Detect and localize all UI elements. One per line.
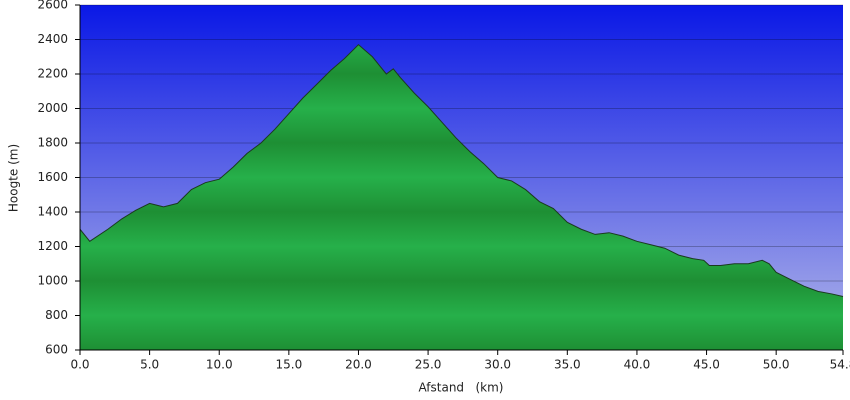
- x-tick-label: 15.0: [275, 358, 302, 372]
- y-tick-label: 2200: [37, 67, 68, 81]
- area: [80, 44, 843, 351]
- x-tick-label: 35.0: [554, 358, 581, 372]
- y-tick-label: 800: [45, 308, 68, 322]
- y-tick-label: 600: [45, 343, 68, 357]
- x-tick-label: 54.8: [830, 358, 850, 372]
- y-tick-label: 1600: [37, 170, 68, 184]
- x-tick-label: 0.0: [70, 358, 89, 372]
- x-tick-label: 30.0: [484, 358, 511, 372]
- y-axis-label: Hoogte (m): [7, 144, 21, 212]
- y-tick-label: 2400: [37, 32, 68, 46]
- y-tick-label: 1000: [37, 274, 68, 288]
- x-axis-label: Afstand (km): [419, 381, 504, 395]
- y-tick-label: 1200: [37, 239, 68, 253]
- x-tick-label: 5.0: [140, 358, 159, 372]
- x-tick-label: 50.0: [763, 358, 790, 372]
- x-tick-label: 10.0: [206, 358, 233, 372]
- y-tick-label: 1800: [37, 136, 68, 150]
- x-tick-label: 20.0: [345, 358, 372, 372]
- y-tick-label: 1400: [37, 205, 68, 219]
- y-tick-label: 2600: [37, 0, 68, 12]
- x-tick-label: 25.0: [415, 358, 442, 372]
- y-tick-label: 2000: [37, 101, 68, 115]
- line: [79, 43, 844, 298]
- x-tick-label: 40.0: [624, 358, 651, 372]
- x-tick-label: 45.0: [693, 358, 720, 372]
